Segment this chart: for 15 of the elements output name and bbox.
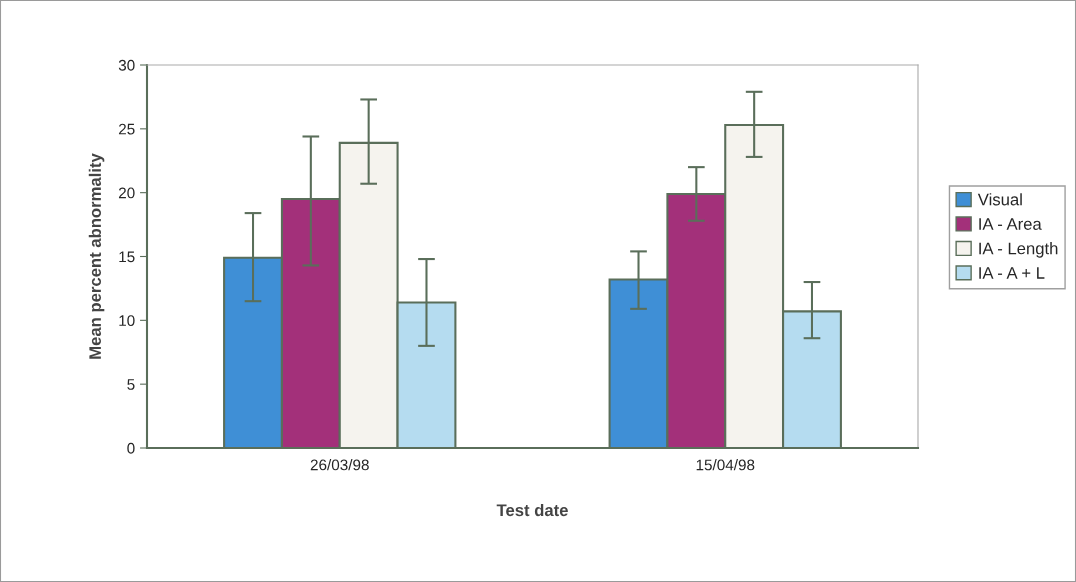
y-tick-label: 15 <box>119 251 135 263</box>
x-tick-label: 15/04/98 <box>696 459 755 471</box>
y-tick-label: 5 <box>127 379 135 390</box>
y-tick-label: 30 <box>118 59 135 71</box>
y-tick-label: 20 <box>118 187 135 199</box>
legend-label: IA - Length <box>979 242 1058 258</box>
legend-label: IA - A + L <box>979 267 1045 279</box>
y-axis-title: Mean percent abnormality <box>88 153 105 359</box>
y-tick-label: 10 <box>119 315 135 327</box>
legend-label: Visual <box>977 193 1022 206</box>
y-tick-label: 0 <box>127 442 135 454</box>
y-tick-label: 25 <box>118 123 135 135</box>
x-tick-label: 26/03/98 <box>310 459 369 471</box>
x-axis-title: Test date <box>496 503 568 517</box>
legend-label: IA - Area <box>979 218 1042 230</box>
